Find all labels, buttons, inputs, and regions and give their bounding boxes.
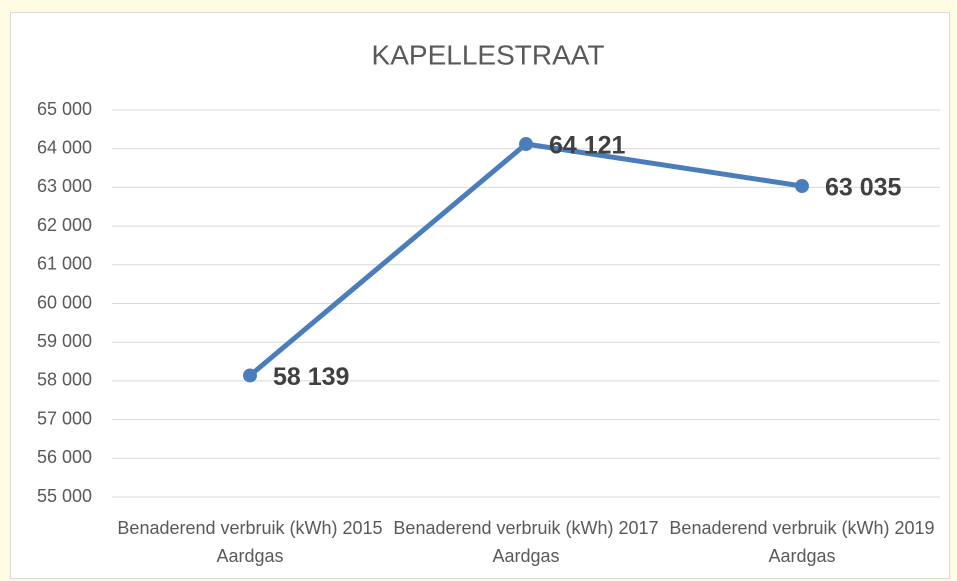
marker — [243, 368, 257, 383]
y-tick-label: 65 000 — [37, 99, 92, 119]
marker — [795, 179, 809, 194]
y-tick-label: 56 000 — [37, 447, 92, 467]
y-tick-label: 57 000 — [37, 408, 92, 428]
y-tick-label: 63 000 — [37, 176, 92, 196]
y-tick-label: 64 000 — [37, 137, 92, 157]
y-tick-label: 60 000 — [37, 292, 92, 312]
value-label: 58 139 — [273, 363, 349, 391]
value-label: 63 035 — [825, 174, 902, 202]
y-tick-label: 55 000 — [37, 486, 92, 506]
chart-title: KAPELLESTRAAT — [372, 39, 605, 70]
chart-area — [10, 12, 950, 579]
y-tick-label: 61 000 — [37, 254, 92, 274]
x-tick-label: Benaderend verbruik (kWh) 2015 Aardgas — [117, 518, 383, 566]
marker — [519, 137, 533, 152]
y-tick-label: 59 000 — [37, 331, 92, 351]
x-tick-label: Benaderend verbruik (kWh) 2017 Aardgas — [393, 518, 659, 566]
line — [248, 141, 803, 378]
y-tick-label: 58 000 — [37, 370, 92, 390]
y-tick-label: 62 000 — [37, 215, 92, 235]
value-label: 64 121 — [549, 132, 626, 160]
x-tick-label: Benaderend verbruik (kWh) 2019 Aardgas — [669, 518, 935, 566]
